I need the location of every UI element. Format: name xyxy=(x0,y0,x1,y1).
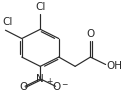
Text: O: O xyxy=(20,82,28,92)
Text: O: O xyxy=(53,82,61,92)
Text: N: N xyxy=(36,74,44,84)
Text: O: O xyxy=(86,29,94,39)
Text: −: − xyxy=(62,80,68,89)
Text: +: + xyxy=(46,77,52,86)
Text: Cl: Cl xyxy=(35,2,46,12)
Text: OH: OH xyxy=(107,61,123,71)
Text: Cl: Cl xyxy=(2,17,13,27)
